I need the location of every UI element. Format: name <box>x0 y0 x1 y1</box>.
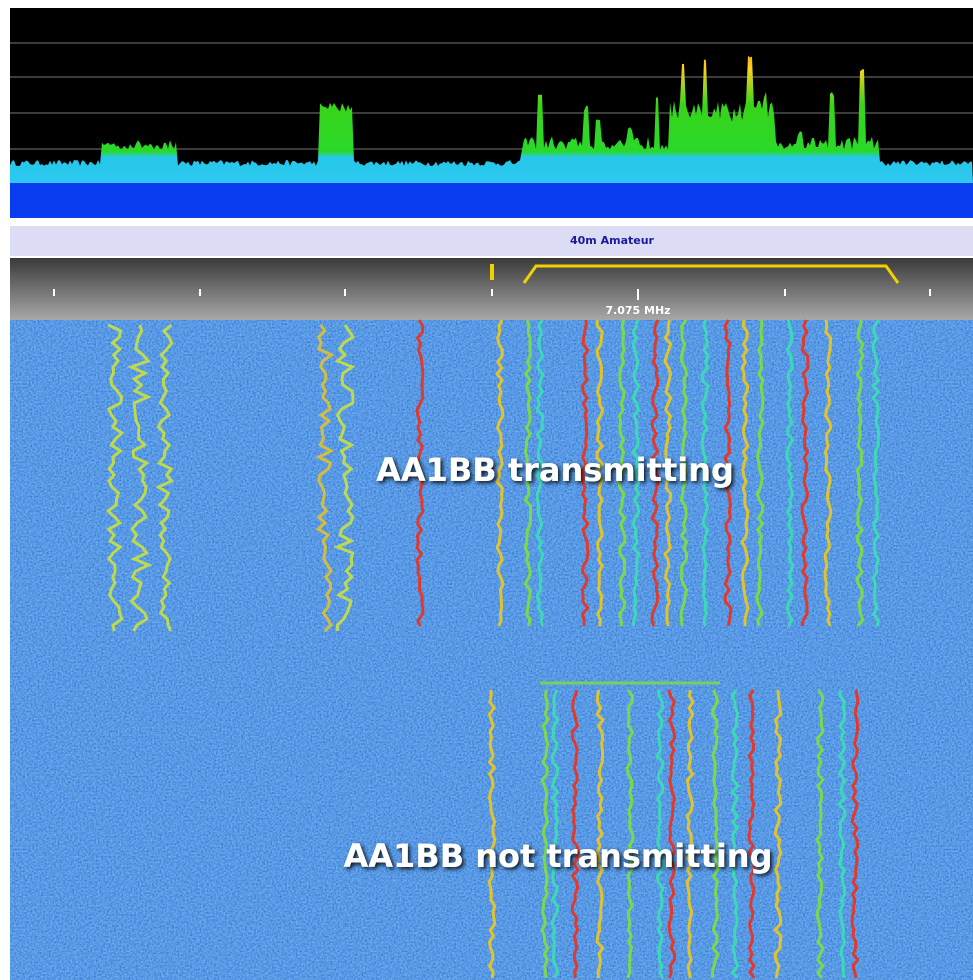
page: 40m Amateur 7.075 MHz AA1BB transmitting… <box>0 0 973 980</box>
annotation: AA1BB not transmitting <box>344 837 773 875</box>
band-bar <box>10 226 973 256</box>
frequency-label: 7.075 MHz <box>605 304 670 317</box>
tuning-marker <box>490 264 494 280</box>
band-label: 40m Amateur <box>570 234 655 247</box>
annotation: AA1BB transmitting <box>376 451 734 489</box>
spectrum-floor <box>10 183 973 218</box>
sdr-window: 40m Amateur 7.075 MHz AA1BB transmitting… <box>0 0 973 980</box>
